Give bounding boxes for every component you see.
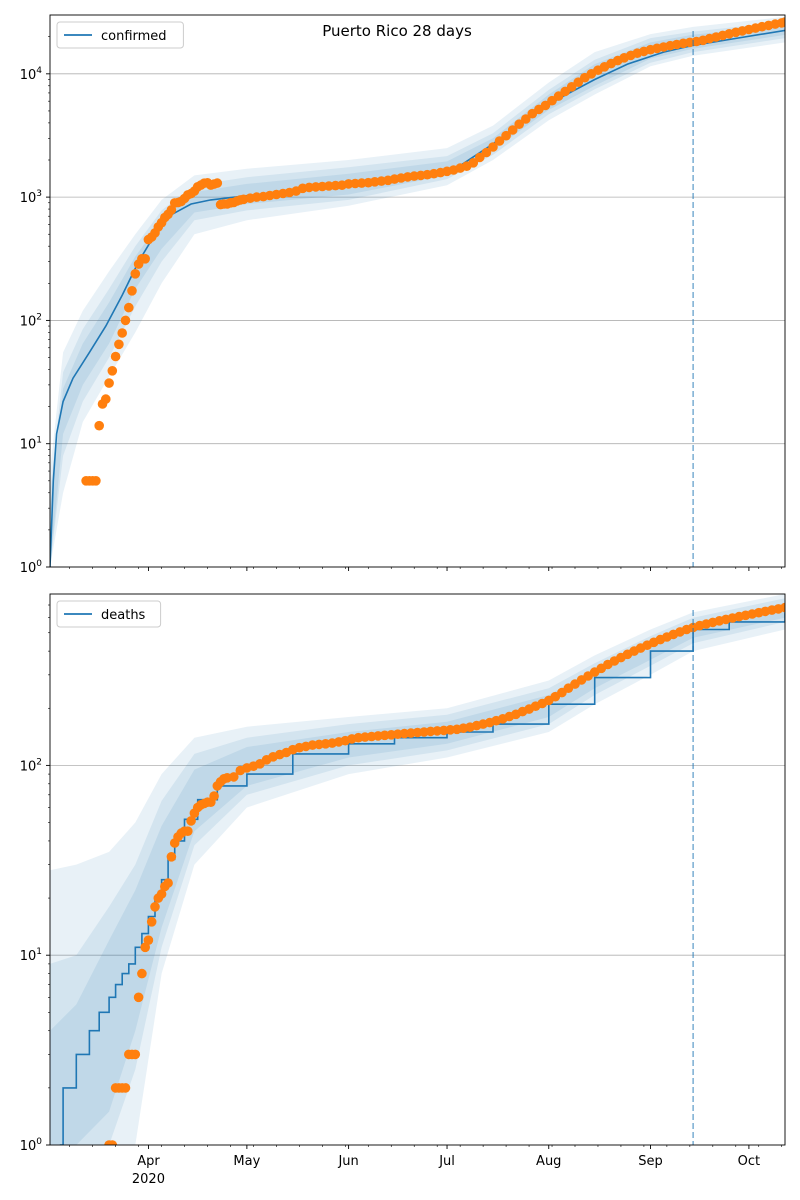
observed-point [104, 378, 114, 388]
legend-box [56, 21, 184, 49]
observed-point [468, 158, 479, 168]
y-tick-label: 101 [20, 436, 42, 453]
y-tick-label: 100 [20, 559, 43, 576]
legend-box [56, 600, 162, 628]
observed-point [117, 328, 127, 338]
observed-point [521, 114, 531, 124]
uncertainty-band-3 [50, 25, 785, 567]
confirmed-model-line [50, 29, 785, 567]
observed-point [107, 366, 118, 376]
legend: confirmed [56, 21, 184, 49]
figure-title: Puerto Rico 28 days [322, 22, 472, 40]
observed-point [229, 772, 239, 782]
legend-label: deaths [101, 608, 146, 623]
observed-point [133, 992, 144, 1003]
observed-point [183, 826, 193, 836]
observed-point [501, 130, 511, 141]
x-tick-label: Apr [137, 1154, 160, 1169]
observed-point [101, 394, 111, 404]
legend: deaths [56, 600, 162, 628]
uncertainty-band-2 [50, 21, 785, 567]
y-tick-label: 102 [20, 757, 42, 774]
observed-point [150, 902, 160, 912]
y-tick-label: 102 [20, 312, 42, 329]
observed-point [114, 339, 124, 350]
observed-point [481, 147, 492, 158]
observed-point [107, 1140, 118, 1145]
observed-point [475, 152, 485, 163]
x-tick-label: May [233, 1154, 260, 1169]
observed-point [137, 968, 147, 979]
observed-point [163, 878, 173, 888]
observed-point [130, 1049, 141, 1060]
x-tick-label: Jun [337, 1154, 358, 1169]
x-tick-label: Sep [638, 1154, 663, 1169]
observed-point [130, 269, 141, 279]
observed-point [143, 935, 154, 945]
observed-point [494, 136, 505, 146]
x-tick-sublabel: 2020 [132, 1172, 165, 1187]
observed-point [156, 889, 167, 899]
observed-point [212, 178, 223, 188]
observed-point [127, 286, 137, 296]
plot-area [50, 16, 785, 567]
observed-point [110, 351, 121, 362]
observed-point [146, 917, 157, 927]
observed-point [209, 791, 219, 801]
y-tick-label: 101 [20, 947, 42, 964]
observed-point [120, 315, 131, 326]
observed-point [507, 125, 518, 135]
observed-point [124, 302, 134, 313]
observed-point [94, 420, 104, 431]
observed-point [186, 816, 196, 826]
x-tick-label: Jul [438, 1154, 455, 1169]
observed-point [120, 1083, 131, 1093]
x-tick-label: Aug [536, 1154, 561, 1169]
observed-point [488, 142, 498, 152]
observed-point [780, 602, 785, 613]
uncertainty-band-1 [50, 594, 785, 1145]
legend-label: confirmed [101, 29, 167, 44]
y-tick-label: 103 [20, 189, 42, 206]
y-tick-label: 104 [20, 66, 43, 83]
observed-point [166, 852, 177, 862]
uncertainty-band-3 [50, 602, 785, 1145]
observed-point [780, 17, 785, 27]
observed-point [514, 119, 524, 129]
observed-point [91, 476, 101, 486]
uncertainty-band-1 [50, 16, 785, 567]
axes-frame [49, 14, 786, 568]
x-tick-label: Oct [738, 1154, 760, 1169]
axes-frame [49, 593, 786, 1146]
observed-point [140, 253, 150, 264]
y-tick-label: 100 [20, 1137, 43, 1154]
plot-area [50, 594, 785, 1145]
deaths-panel: 100 101 102 Apr 2020 May Jun Jul Aug Sep Oct deaths [20, 593, 786, 1187]
confirmed-panel: 100 101 102 103 104 confirmed [20, 14, 786, 576]
